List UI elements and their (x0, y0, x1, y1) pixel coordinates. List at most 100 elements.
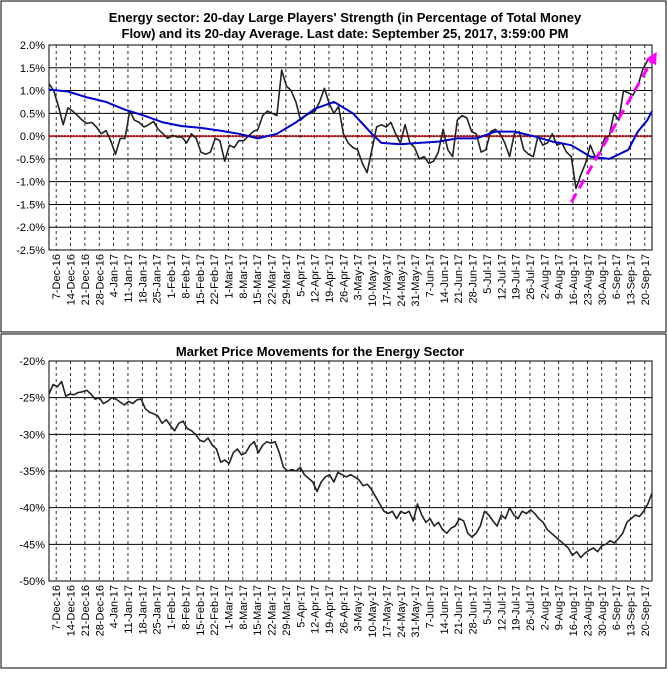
x-tick-label: 15-Feb-17 (195, 585, 207, 636)
x-tick-label: 10-May-17 (367, 254, 379, 307)
strength-plot: 2.0% 1.5% 1.0% 0.5% 0.0% -0.5% -1.0% -1.5% -2.0%… (16, 40, 659, 307)
x-tick-label: 23-Aug-17 (582, 585, 594, 636)
average-series-line (48, 88, 653, 160)
x-tick-label: 2-Aug-17 (539, 585, 551, 630)
x-tick-label: 20-Sep-17 (640, 585, 652, 636)
x-tick-label: 16-Aug-17 (568, 585, 580, 636)
x-tick-label: 10-May-17 (367, 585, 379, 638)
x-tick-label: 26-Apr-17 (338, 585, 350, 634)
x-tick-label: 8-Mar-17 (238, 254, 250, 299)
x-tick-label: 22-Mar-17 (267, 254, 279, 305)
x-tick-label: 25-Jan-17 (152, 254, 164, 304)
x-tick-label: 22-Mar-17 (267, 585, 279, 636)
y-tick-label: 0.0% (20, 131, 45, 143)
x-tick-label: 12-Jul-17 (496, 585, 508, 631)
x-tick-label: 17-May-17 (381, 254, 393, 307)
chart-title-line1: Energy sector: 20-day Large Players' Str… (109, 10, 582, 25)
x-tick-label: 21-Jun-17 (453, 254, 465, 304)
x-tick-label: 1-Feb-17 (166, 254, 178, 299)
y-tick-label: -25% (19, 393, 45, 405)
price-plot: -20% -25% -30% -35% -40% -45% -50% 7-Dec-16 14-D… (19, 356, 653, 638)
x-tick-label: 4-Jan-17 (109, 254, 121, 297)
x-tick-label: 28-Jun-17 (468, 585, 480, 635)
x-tick-label: 19-Apr-17 (324, 254, 336, 303)
x-tick-label: 12-Jul-17 (496, 254, 508, 300)
y-tick-label: -1.5% (16, 199, 45, 211)
x-tick-label: 5-Jul-17 (482, 254, 494, 294)
x-tick-label: 21-Dec-16 (80, 254, 92, 305)
x-tick-label: 14-Dec-16 (66, 585, 78, 636)
x-tick-label: 18-Jan-17 (137, 254, 149, 304)
x-tick-label: 12-Apr-17 (310, 254, 322, 303)
y-tick-label: -20% (19, 356, 45, 368)
x-tick-label: 26-Apr-17 (338, 254, 350, 303)
x-tick-label: 17-May-17 (381, 585, 393, 638)
y-tick-label: -45% (19, 539, 45, 551)
y-tick-label: 1.5% (20, 63, 45, 75)
y-tick-label: 2.0% (20, 40, 45, 52)
x-tick-label: 7-Jun-17 (424, 585, 436, 628)
x-tick-label: 29-Mar-17 (281, 585, 293, 636)
x-tick-label: 21-Dec-16 (80, 585, 92, 636)
x-tick-label: 7-Jun-17 (424, 254, 436, 297)
x-tick-label: 14-Jun-17 (439, 585, 451, 635)
x-tick-label: 31-May-17 (410, 254, 422, 307)
x-tick-label: 9-Aug-17 (554, 254, 566, 299)
y-tick-label: 1.0% (20, 86, 45, 98)
y-tick-label: -2.0% (16, 222, 45, 234)
x-tick-label: 28-Dec-16 (94, 254, 106, 305)
x-tick-label: 31-May-17 (410, 585, 422, 638)
x-tick-label: 9-Aug-17 (554, 585, 566, 630)
x-tick-label: 6-Sep-17 (611, 585, 623, 630)
x-tick-label: 14-Dec-16 (66, 254, 78, 305)
x-tick-label: 13-Sep-17 (625, 254, 637, 305)
price-series-line (48, 380, 653, 559)
x-tick-label: 5-Apr-17 (295, 254, 307, 297)
x-tick-label: 18-Jan-17 (137, 585, 149, 635)
x-tick-label: 21-Jun-17 (453, 585, 465, 635)
strength-series-line (48, 55, 653, 190)
x-tick-label: 6-Sep-17 (611, 254, 623, 299)
y-tick-label: -50% (19, 576, 45, 588)
x-tick-label: 22-Feb-17 (209, 585, 221, 636)
x-tick-label: 1-Mar-17 (223, 254, 235, 299)
x-tick-label: 2-Aug-17 (539, 254, 551, 299)
chart-title-price: Market Price Movements for the Energy Se… (176, 344, 464, 359)
x-tick-label: 19-Jul-17 (511, 254, 523, 300)
trend-arrow-head (645, 51, 657, 66)
x-tick-label: 22-Feb-17 (209, 254, 221, 305)
x-tick-label: 15-Feb-17 (195, 254, 207, 305)
x-tick-label: 19-Jul-17 (511, 585, 523, 631)
x-tick-label: 28-Dec-16 (94, 585, 106, 636)
y-tick-label: -30% (19, 429, 45, 441)
y-tick-label: -2.5% (16, 245, 45, 257)
x-tick-label: 13-Sep-17 (625, 585, 637, 636)
y-tick-label: -40% (19, 503, 45, 515)
x-tick-label: 1-Feb-17 (166, 585, 178, 630)
x-tick-label: 30-Aug-17 (597, 254, 609, 305)
y-tick-label: -0.5% (16, 154, 45, 166)
x-tick-label: 4-Jan-17 (109, 585, 121, 628)
x-tick-label: 11-Jan-17 (123, 254, 135, 303)
x-tick-label: 28-Jun-17 (468, 254, 480, 304)
chart-title-line2: Flow) and its 20-day Average. Last date:… (122, 26, 569, 41)
trend-arrow-line (569, 51, 659, 203)
y-tick-label: -1.0% (16, 177, 45, 189)
x-tick-label: 15-Mar-17 (252, 585, 264, 636)
y-tick-label: 0.5% (20, 108, 45, 120)
x-tick-label: 12-Apr-17 (310, 585, 322, 634)
x-tick-label: 8-Mar-17 (238, 585, 250, 630)
x-tick-label: 8-Feb-17 (180, 254, 192, 299)
x-tick-label: 5-Jul-17 (482, 585, 494, 625)
x-tick-label: 15-Mar-17 (252, 254, 264, 305)
x-tick-label: 19-Apr-17 (324, 585, 336, 634)
x-tick-label: 29-Mar-17 (281, 254, 293, 305)
x-tick-label: 5-Apr-17 (295, 585, 307, 628)
x-tick-label: 25-Jan-17 (152, 585, 164, 635)
x-tick-label: 16-Aug-17 (568, 254, 580, 305)
x-tick-label: 24-May-17 (396, 585, 408, 638)
x-tick-label: 26-Jul-17 (525, 585, 537, 631)
x-tick-label: 3-May-17 (353, 585, 365, 631)
